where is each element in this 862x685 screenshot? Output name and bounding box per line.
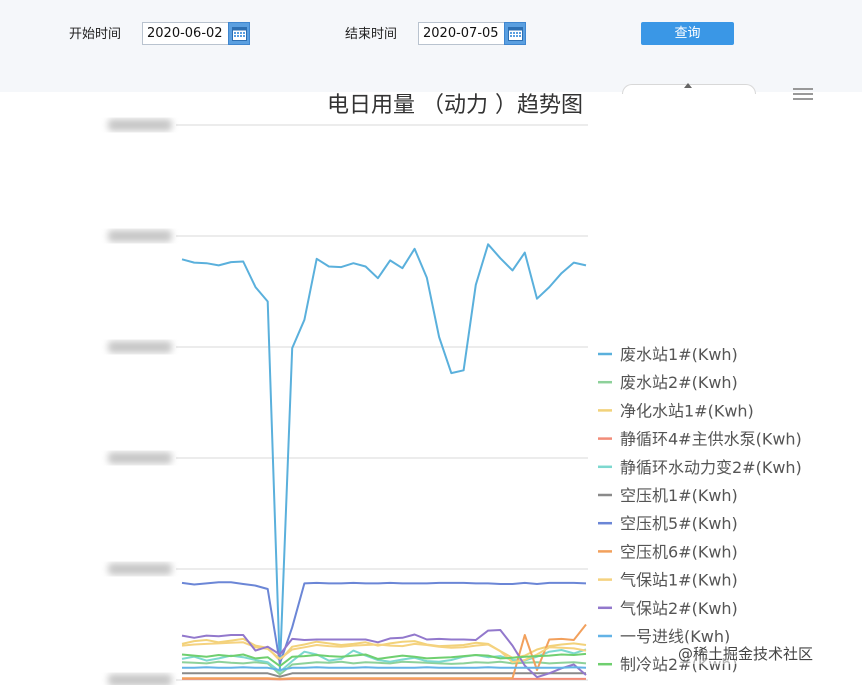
legend-item: 静循环4#主供水泵(Kwh) bbox=[620, 430, 802, 449]
calendar-icon[interactable] bbox=[228, 22, 250, 45]
end-time-label: 结束时间 bbox=[345, 27, 398, 42]
series-line-10 bbox=[182, 666, 587, 671]
y-tick-label bbox=[108, 674, 172, 685]
y-tick-label bbox=[108, 452, 172, 464]
watermark: @稀土掘金技术社区 bbox=[676, 643, 816, 664]
legend-item: 空压机1#(Kwh) bbox=[620, 486, 738, 505]
legend-item: 净化水站1#(Kwh) bbox=[620, 401, 754, 420]
end-date-input[interactable]: 2020-07-05 bbox=[418, 22, 526, 45]
end-date-value: 2020-07-05 bbox=[423, 26, 499, 41]
calendar-icon[interactable] bbox=[504, 22, 526, 45]
y-tick-label bbox=[108, 230, 172, 242]
start-date-input[interactable]: 2020-06-02 bbox=[142, 22, 250, 45]
y-tick-label bbox=[108, 119, 172, 131]
caret-up-icon bbox=[684, 83, 692, 88]
y-tick-label bbox=[108, 341, 172, 353]
legend-item: 气保站2#(Kwh) bbox=[620, 599, 738, 618]
y-tick-label bbox=[108, 563, 172, 575]
legend-item: 空压机5#(Kwh) bbox=[620, 514, 738, 533]
series-line-8 bbox=[181, 641, 587, 664]
legend-item: 废水站2#(Kwh) bbox=[620, 373, 738, 392]
legend-item: 气保站1#(Kwh) bbox=[620, 571, 738, 590]
start-time-label: 开始时间 bbox=[69, 27, 122, 42]
series-line-1 bbox=[181, 660, 587, 676]
series-line-11 bbox=[181, 652, 587, 668]
series-line-0 bbox=[181, 243, 587, 670]
legend-item: 空压机6#(Kwh) bbox=[620, 542, 738, 561]
series-line-7 bbox=[182, 623, 587, 680]
series-line-9 bbox=[181, 629, 587, 679]
legend-item: 一号进线(Kwh) bbox=[620, 627, 730, 646]
query-button[interactable]: 查询 bbox=[641, 22, 734, 45]
legend-item: 废水站1#(Kwh) bbox=[620, 345, 738, 364]
filter-bar: 开始时间 2020-06-02 结束时间 2020-07-05 bbox=[0, 0, 862, 92]
start-date-value: 2020-06-02 bbox=[147, 26, 223, 41]
legend-item: 静循环水动力变2#(Kwh) bbox=[620, 458, 802, 477]
chart-title: 电日用量 （动力 ）趋势图 bbox=[327, 93, 583, 118]
series-line-6 bbox=[181, 581, 587, 665]
series-line-5 bbox=[182, 672, 586, 678]
menu-icon[interactable] bbox=[793, 88, 813, 100]
